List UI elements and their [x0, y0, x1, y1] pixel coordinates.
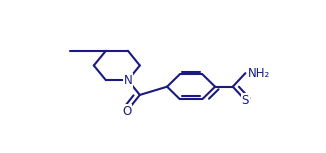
Text: S: S: [242, 94, 249, 107]
Text: N: N: [124, 74, 132, 87]
Text: NH₂: NH₂: [247, 67, 270, 80]
Text: O: O: [122, 105, 131, 118]
